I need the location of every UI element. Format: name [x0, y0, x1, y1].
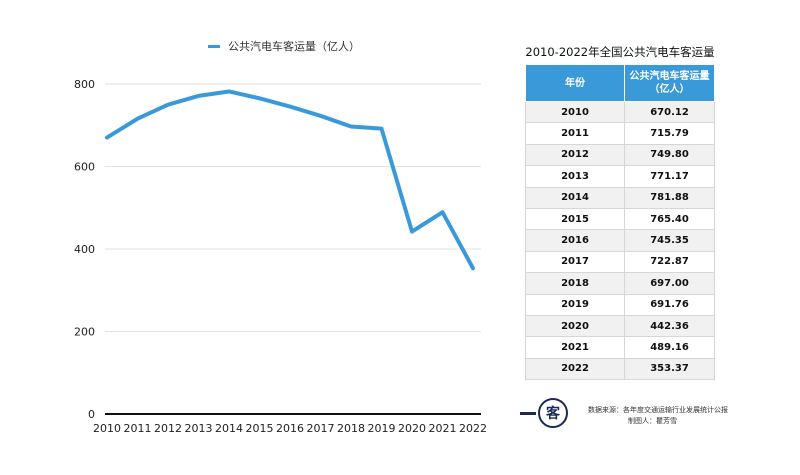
y-tick-label: 600: [74, 161, 95, 174]
cell-value: 697.00: [624, 272, 715, 295]
logo-dash: [520, 411, 536, 415]
table-row: 2011 715.79: [525, 122, 715, 145]
cell-value: 691.76: [624, 293, 715, 316]
cell-year: 2017: [525, 250, 625, 274]
cell-value: 771.17: [624, 165, 715, 188]
y-tick-label: 0: [88, 408, 95, 421]
logo-circle: 客: [538, 398, 568, 428]
gridlines: [105, 83, 481, 332]
header-value-line2: （亿人）: [649, 84, 690, 95]
legend-label: 公共汽电车客运量（亿人）: [228, 40, 360, 53]
table-row: 2019 691.76: [525, 293, 715, 316]
x-tick-label: 2018: [337, 422, 365, 435]
cell-value: 670.12: [624, 100, 715, 124]
cell-value: 442.36: [624, 314, 715, 338]
x-tick-label: 2010: [93, 422, 121, 435]
cell-value: 722.87: [624, 250, 715, 274]
table-header-row: 年份 公共汽电车客运量 （亿人）: [525, 64, 715, 102]
cell-year: 2022: [525, 357, 625, 381]
cell-value: 715.79: [624, 122, 715, 145]
cell-year: 2014: [525, 186, 625, 209]
cell-year: 2010: [525, 100, 625, 124]
table-row: 2017 722.87: [525, 250, 715, 274]
table-row: 2010 670.12: [525, 100, 715, 124]
cell-value: 745.35: [624, 229, 715, 252]
table-row: 2021 489.16: [525, 336, 715, 359]
cell-value: 749.80: [624, 143, 715, 167]
cell-year: 2020: [525, 314, 625, 338]
cell-value: 781.88: [624, 186, 715, 209]
x-tick-label: 2014: [215, 422, 243, 435]
source-text: 数据来源：各年度交通运输行业发展统计公报: [588, 406, 728, 414]
table-row: 2020 442.36: [525, 314, 715, 338]
data-table: 年份 公共汽电车客运量 （亿人） 2010 670.12 2011 715.79 201…: [525, 64, 715, 381]
series-line: [105, 89, 475, 271]
cell-year: 2011: [525, 122, 625, 145]
y-tick-label: 200: [74, 326, 95, 339]
header-value: 公共汽电车客运量 （亿人）: [624, 64, 715, 102]
cell-year: 2021: [525, 336, 625, 359]
table-row: 2012 749.80: [525, 143, 715, 167]
x-tick-label: 2013: [185, 422, 213, 435]
table-row: 2016 745.35: [525, 229, 715, 252]
cell-year: 2019: [525, 293, 625, 316]
table-row: 2015 765.40: [525, 207, 715, 231]
y-tick-label: 400: [74, 243, 95, 256]
x-tick-label: 2016: [276, 422, 304, 435]
series-layer: [105, 89, 475, 271]
y-tick-label: 800: [74, 78, 95, 91]
x-tick-label: 2022: [459, 422, 487, 435]
table-row: 2014 781.88: [525, 186, 715, 209]
cell-value: 489.16: [624, 336, 715, 359]
table-body: 2010 670.12 2011 715.79 2012 749.80 2013 771.17…: [525, 100, 715, 381]
source-note: 数据来源：各年度交通运输行业发展统计公报 制图人：瞿芳雪: [588, 405, 728, 427]
x-tick-label: 2011: [124, 422, 152, 435]
cell-year: 2012: [525, 143, 625, 167]
table-row: 2018 697.00: [525, 272, 715, 295]
x-tick-label: 2015: [246, 422, 274, 435]
cell-value: 353.37: [624, 357, 715, 381]
x-tick-label: 2021: [429, 422, 457, 435]
cell-year: 2015: [525, 207, 625, 231]
header-year: 年份: [525, 64, 625, 102]
x-tick-label: 2020: [398, 422, 426, 435]
x-tick-label: 2017: [307, 422, 335, 435]
table-row: 2013 771.17: [525, 165, 715, 188]
x-tick-label: 2019: [368, 422, 396, 435]
table-row: 2022 353.37: [525, 357, 715, 381]
cell-year: 2013: [525, 165, 625, 188]
table-title: 2010-2022年全国公共汽电车客运量: [525, 45, 715, 59]
legend-swatch: [208, 44, 220, 48]
chart-legend: 公共汽电车客运量（亿人）: [208, 38, 360, 54]
cell-value: 765.40: [624, 207, 715, 231]
cell-year: 2016: [525, 229, 625, 252]
header-value-line1: 公共汽电车客运量: [629, 71, 710, 82]
brand-logo: 客: [520, 398, 568, 428]
x-tick-label: 2012: [154, 422, 182, 435]
maker-text: 制图人：瞿芳雪: [628, 417, 677, 425]
cell-year: 2018: [525, 272, 625, 295]
